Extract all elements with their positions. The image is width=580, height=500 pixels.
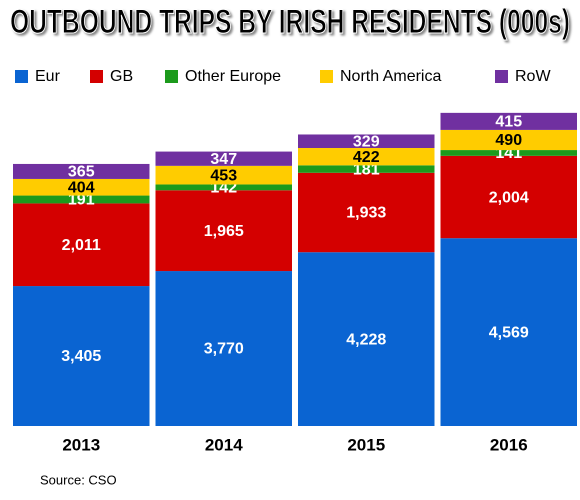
bar-segment bbox=[440, 155, 577, 239]
legend-label: Eur bbox=[35, 68, 61, 85]
legend-swatch bbox=[320, 70, 333, 83]
value-label: 1,965 bbox=[204, 223, 244, 240]
source: Source: CSO bbox=[40, 472, 117, 487]
bar-segment bbox=[155, 190, 292, 272]
bar-segment bbox=[440, 238, 577, 426]
value-label: 453 bbox=[210, 167, 237, 184]
value-label: 3,770 bbox=[204, 341, 244, 358]
legend-label: RoW bbox=[515, 68, 551, 85]
bar-segment bbox=[13, 178, 150, 196]
value-label: 329 bbox=[353, 133, 380, 150]
value-label: 490 bbox=[495, 132, 522, 149]
legend-label: GB bbox=[110, 68, 133, 85]
bar-segment bbox=[440, 129, 577, 151]
legend-swatch bbox=[90, 70, 103, 83]
bar-segment bbox=[155, 165, 292, 185]
value-label: 1,933 bbox=[346, 205, 386, 222]
value-label: 347 bbox=[210, 151, 237, 168]
bar-segment bbox=[298, 172, 435, 253]
value-label: 2,011 bbox=[62, 237, 101, 254]
bar-segment bbox=[155, 184, 292, 191]
bar-segment bbox=[13, 203, 150, 287]
bar-segment bbox=[298, 147, 435, 166]
value-label: 365 bbox=[68, 164, 95, 181]
value-label: 2,004 bbox=[489, 189, 529, 206]
value-label: 191 bbox=[68, 192, 95, 209]
bar-segment bbox=[13, 195, 150, 204]
bar-segment bbox=[298, 165, 435, 173]
value-label: 4,228 bbox=[346, 331, 386, 348]
bar-segment bbox=[440, 150, 577, 156]
bar-segment bbox=[298, 134, 435, 148]
x-tick-label: 2014 bbox=[205, 435, 243, 454]
value-label: 3,405 bbox=[61, 348, 101, 365]
value-label: 181 bbox=[353, 161, 380, 178]
bar-segment bbox=[440, 112, 577, 130]
bar-segment bbox=[155, 271, 292, 426]
value-label: 4,569 bbox=[489, 324, 529, 341]
value-label: 415 bbox=[495, 114, 522, 131]
value-label: 422 bbox=[353, 149, 380, 166]
legend-swatch bbox=[15, 70, 28, 83]
bar-segment bbox=[13, 286, 150, 426]
bar-segment bbox=[155, 151, 292, 166]
legend-label: Other Europe bbox=[185, 68, 281, 85]
legend-swatch bbox=[165, 70, 178, 83]
legend-label: North America bbox=[340, 68, 441, 85]
value-label: 404 bbox=[68, 179, 95, 196]
x-tick-label: 2016 bbox=[490, 435, 528, 454]
x-tick-label: 2013 bbox=[62, 435, 100, 454]
chart-title: OUTBOUND TRIPS BY IRISH RESIDENTS (000s) bbox=[10, 3, 570, 41]
legend-swatch bbox=[495, 70, 508, 83]
x-tick-label: 2015 bbox=[347, 435, 385, 454]
bar-segment bbox=[13, 163, 150, 179]
bar-segment bbox=[298, 252, 435, 426]
